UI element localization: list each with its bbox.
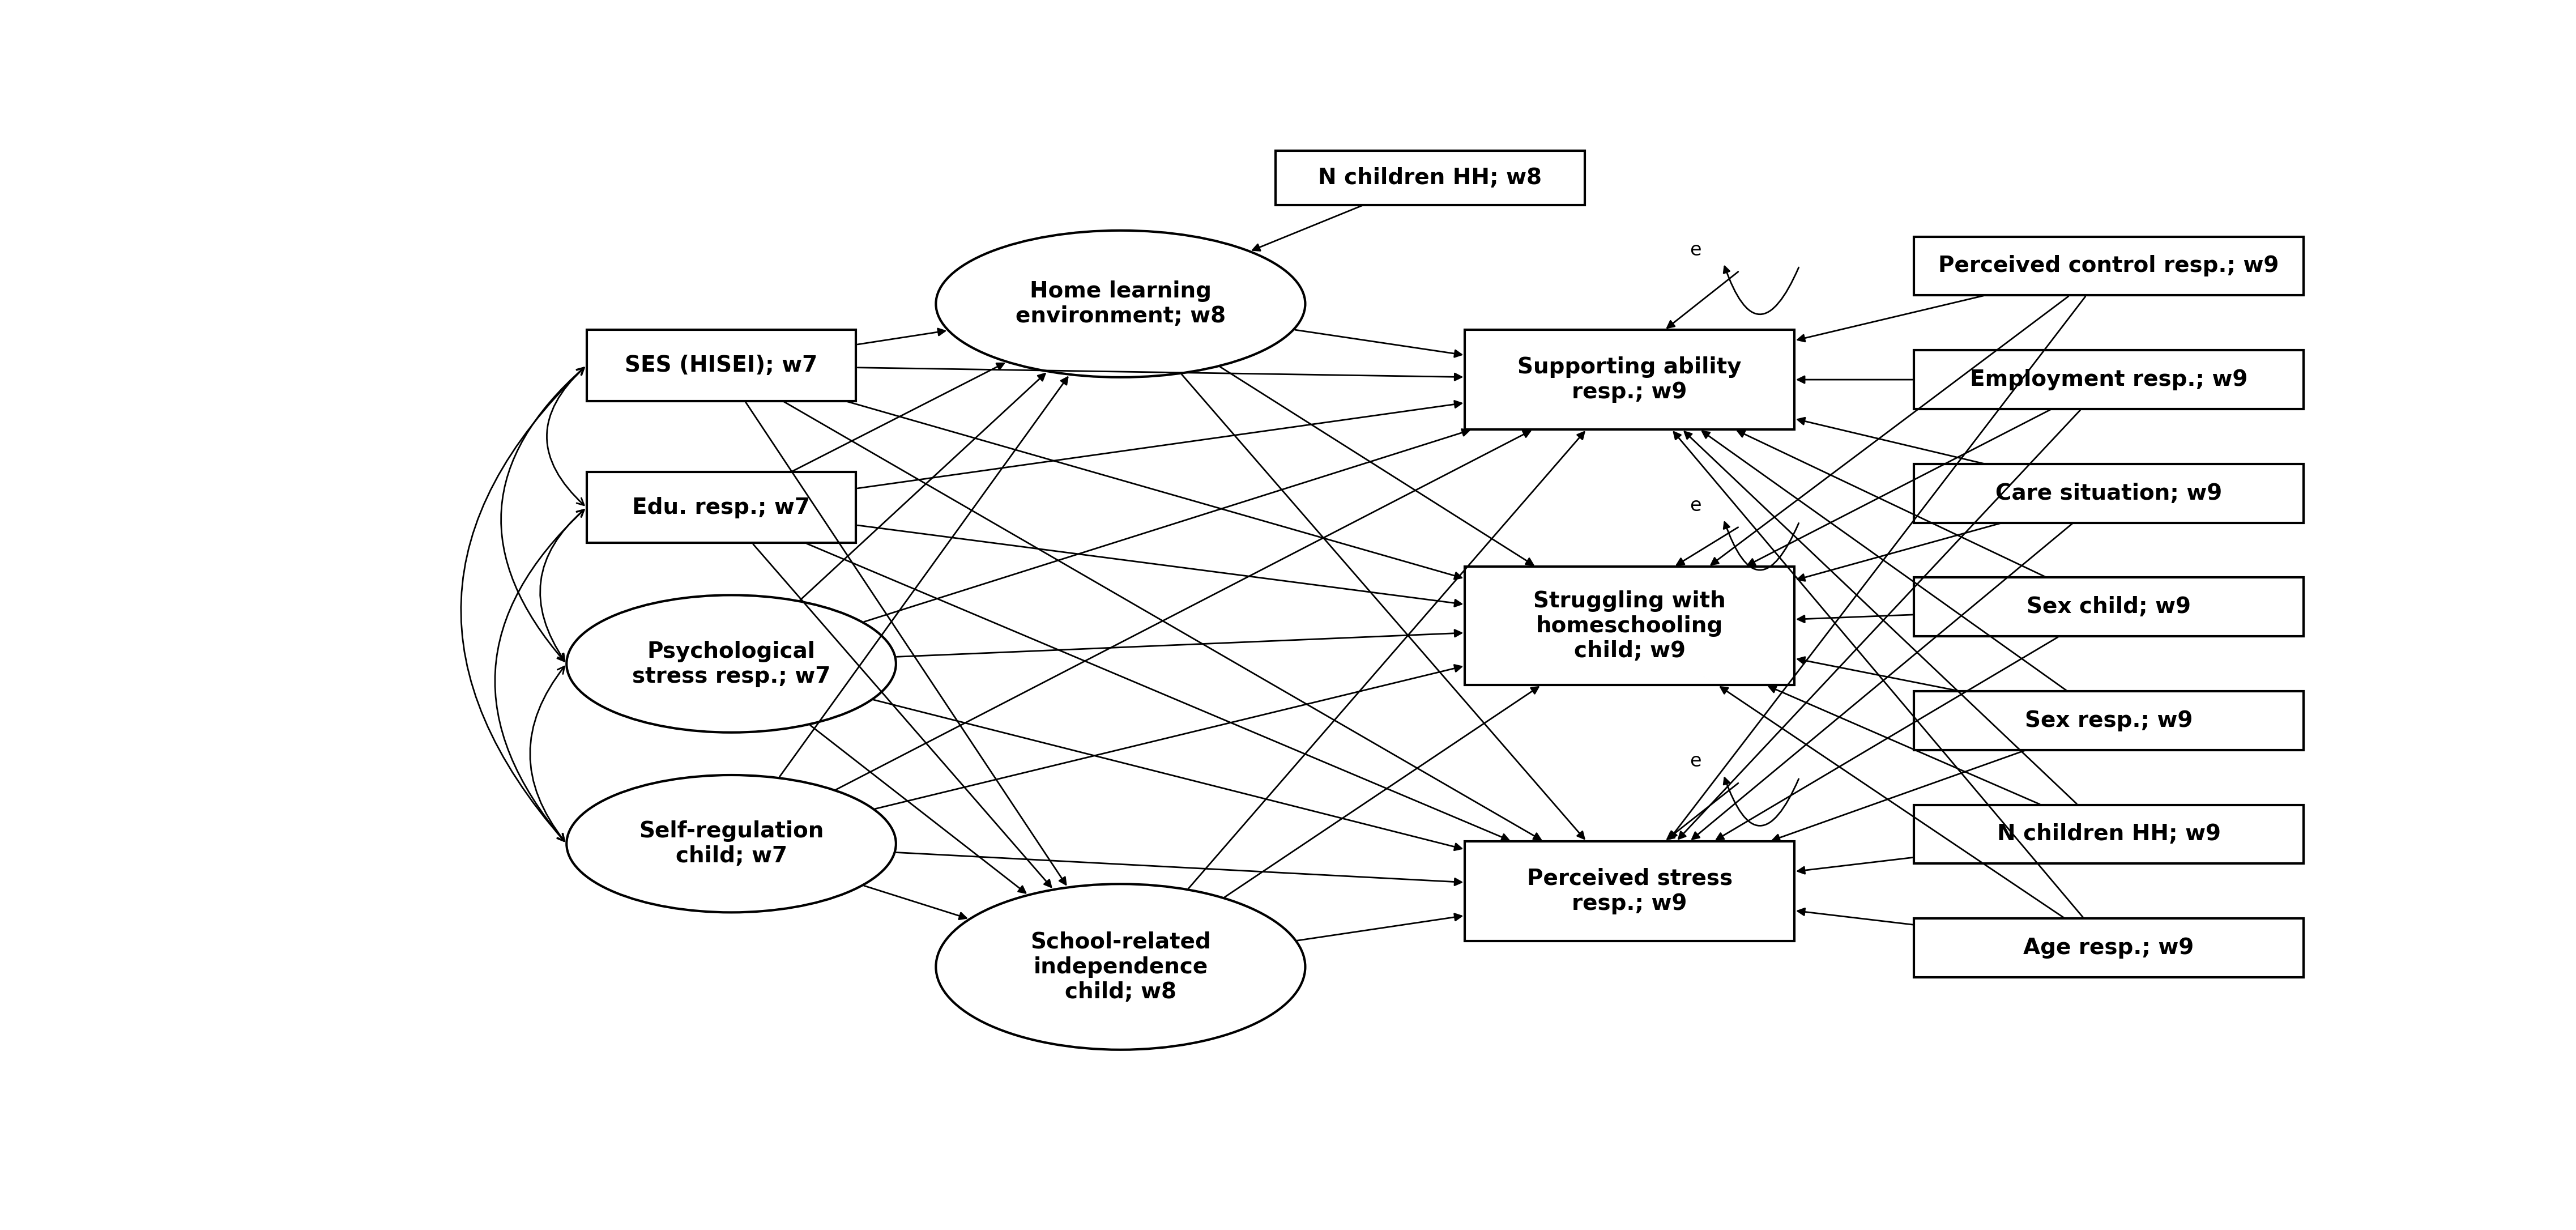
FancyArrowPatch shape (858, 328, 945, 344)
FancyArrowPatch shape (793, 363, 1005, 471)
FancyArrowPatch shape (1723, 777, 1798, 825)
FancyArrowPatch shape (848, 401, 1461, 579)
FancyArrowPatch shape (858, 401, 1461, 488)
FancyArrowPatch shape (1685, 432, 2076, 803)
Text: e: e (1690, 241, 1700, 260)
FancyArrowPatch shape (1674, 432, 2084, 918)
FancyArrowPatch shape (1692, 524, 2071, 839)
FancyArrowPatch shape (744, 402, 1066, 884)
FancyArrowPatch shape (461, 368, 585, 841)
Text: School-related
independence
child; w8: School-related independence child; w8 (1030, 931, 1211, 1002)
FancyArrowPatch shape (1716, 637, 2058, 840)
FancyArrowPatch shape (1798, 418, 1984, 464)
FancyArrowPatch shape (1252, 205, 1363, 251)
FancyArrowPatch shape (500, 368, 585, 662)
FancyArrowPatch shape (1667, 784, 1739, 839)
FancyArrowPatch shape (1770, 686, 2040, 804)
Text: Struggling with
homeschooling
child; w9: Struggling with homeschooling child; w9 (1533, 590, 1726, 662)
Text: Sex resp.; w9: Sex resp.; w9 (2025, 710, 2192, 732)
FancyArrowPatch shape (1224, 686, 1538, 897)
Text: Psychological
stress resp.; w7: Psychological stress resp.; w7 (631, 641, 829, 688)
FancyArrowPatch shape (1669, 296, 2087, 839)
FancyArrowPatch shape (783, 402, 1540, 840)
FancyArrowPatch shape (1680, 410, 2081, 839)
FancyArrowPatch shape (1736, 430, 2045, 577)
FancyArrowPatch shape (1182, 374, 1584, 839)
FancyArrowPatch shape (1710, 296, 2069, 565)
FancyArrowPatch shape (1677, 528, 1739, 565)
FancyArrowPatch shape (811, 726, 1025, 893)
Text: Age resp.; w9: Age resp.; w9 (2025, 937, 2195, 958)
Text: Perceived control resp.; w9: Perceived control resp.; w9 (1940, 255, 2280, 277)
FancyArrowPatch shape (896, 630, 1461, 657)
FancyArrowPatch shape (531, 667, 564, 841)
FancyArrowPatch shape (1772, 750, 2025, 841)
Text: SES (HISEI); w7: SES (HISEI); w7 (626, 354, 817, 376)
FancyArrowPatch shape (1667, 272, 1739, 328)
FancyArrowPatch shape (858, 525, 1461, 606)
FancyArrowPatch shape (1747, 410, 2050, 565)
FancyArrowPatch shape (1798, 295, 1984, 342)
FancyArrowPatch shape (1188, 432, 1584, 888)
FancyArrowPatch shape (896, 852, 1461, 886)
Text: Sex child; w9: Sex child; w9 (2027, 597, 2192, 617)
FancyArrowPatch shape (1798, 857, 1911, 873)
Text: Perceived stress
resp.; w9: Perceived stress resp.; w9 (1528, 868, 1734, 914)
Text: Care situation; w9: Care situation; w9 (1996, 482, 2223, 504)
FancyArrowPatch shape (1798, 376, 1911, 383)
FancyArrowPatch shape (1723, 522, 1798, 569)
FancyArrowPatch shape (1798, 615, 1911, 622)
FancyArrowPatch shape (1721, 686, 2063, 918)
Text: e: e (1690, 752, 1700, 771)
FancyArrowPatch shape (863, 886, 966, 919)
Text: e: e (1690, 496, 1700, 515)
Text: Employment resp.; w9: Employment resp.; w9 (1971, 369, 2249, 390)
FancyArrowPatch shape (876, 665, 1461, 809)
FancyArrowPatch shape (837, 430, 1530, 790)
FancyArrowPatch shape (858, 368, 1461, 380)
FancyArrowPatch shape (863, 429, 1468, 622)
FancyArrowPatch shape (1798, 523, 2002, 581)
FancyArrowPatch shape (541, 509, 585, 661)
Text: N children HH; w8: N children HH; w8 (1319, 167, 1543, 188)
FancyArrowPatch shape (781, 378, 1066, 776)
Text: N children HH; w9: N children HH; w9 (1996, 823, 2221, 845)
FancyArrowPatch shape (873, 700, 1461, 850)
FancyArrowPatch shape (801, 374, 1046, 600)
FancyArrowPatch shape (806, 544, 1510, 840)
FancyArrowPatch shape (752, 544, 1051, 887)
Text: Supporting ability
resp.; w9: Supporting ability resp.; w9 (1517, 357, 1741, 403)
FancyArrowPatch shape (1723, 267, 1798, 315)
FancyArrowPatch shape (1221, 367, 1533, 565)
Text: Self-regulation
child; w7: Self-regulation child; w7 (639, 820, 824, 867)
FancyArrowPatch shape (1798, 657, 1958, 691)
FancyArrowPatch shape (1703, 432, 2066, 690)
Text: Home learning
environment; w8: Home learning environment; w8 (1015, 280, 1226, 327)
FancyArrowPatch shape (546, 368, 585, 506)
FancyArrowPatch shape (1298, 914, 1461, 941)
FancyArrowPatch shape (495, 509, 585, 841)
Text: Edu. resp.; w7: Edu. resp.; w7 (631, 497, 811, 518)
FancyArrowPatch shape (1798, 909, 1911, 925)
FancyArrowPatch shape (1296, 330, 1461, 357)
